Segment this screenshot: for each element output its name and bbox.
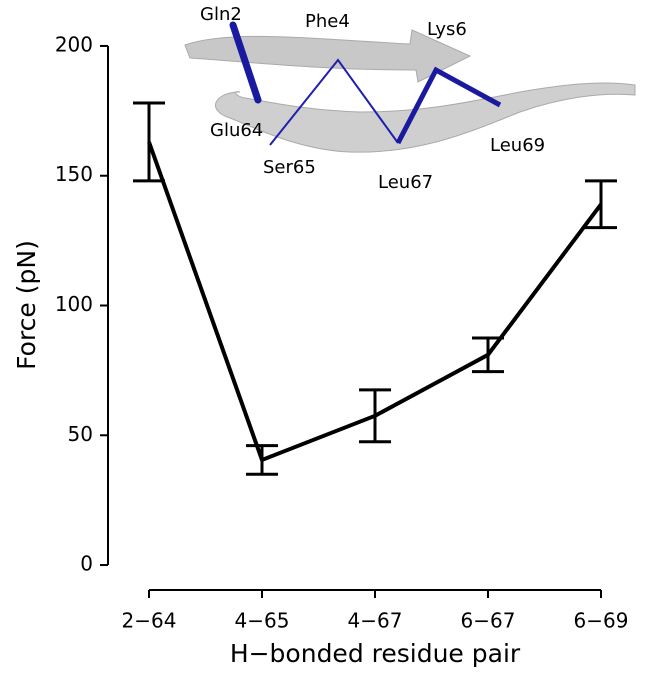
error-bar (133, 101, 165, 183)
y-axis-title: Force (pN) (12, 240, 41, 370)
x-axis-title: H−bonded residue pair (230, 639, 521, 668)
x-tick-label: 2−64 (122, 609, 177, 633)
beta-strand (215, 82, 636, 153)
error-bar (359, 388, 391, 444)
error-bar (246, 444, 278, 476)
y-tick-label: 200 (55, 32, 93, 56)
residue-label: Glu64 (210, 120, 263, 141)
residue-label: Leu69 (490, 135, 545, 156)
h-bond (395, 66, 502, 145)
x-tick-label: 4−67 (348, 609, 403, 633)
h-bond (269, 58, 399, 146)
residue-label: Gln2 (200, 4, 242, 25)
y-tick-label: 100 (55, 292, 93, 316)
residue-label: Leu67 (378, 172, 433, 193)
error-bar (585, 179, 617, 230)
y-tick-label: 50 (68, 422, 93, 446)
x-tick-label: 6−69 (574, 609, 629, 633)
residue-label: Ser65 (263, 157, 316, 178)
h-bond (229, 21, 262, 104)
residue-label: Lys6 (427, 19, 467, 40)
x-tick-label: 6−67 (461, 609, 516, 633)
residue-label: Phe4 (305, 11, 350, 32)
y-tick-label: 0 (80, 552, 93, 576)
protein-inset (184, 21, 636, 153)
x-tick-label: 4−65 (235, 609, 290, 633)
error-bar (472, 336, 504, 374)
y-tick-label: 150 (55, 162, 93, 186)
